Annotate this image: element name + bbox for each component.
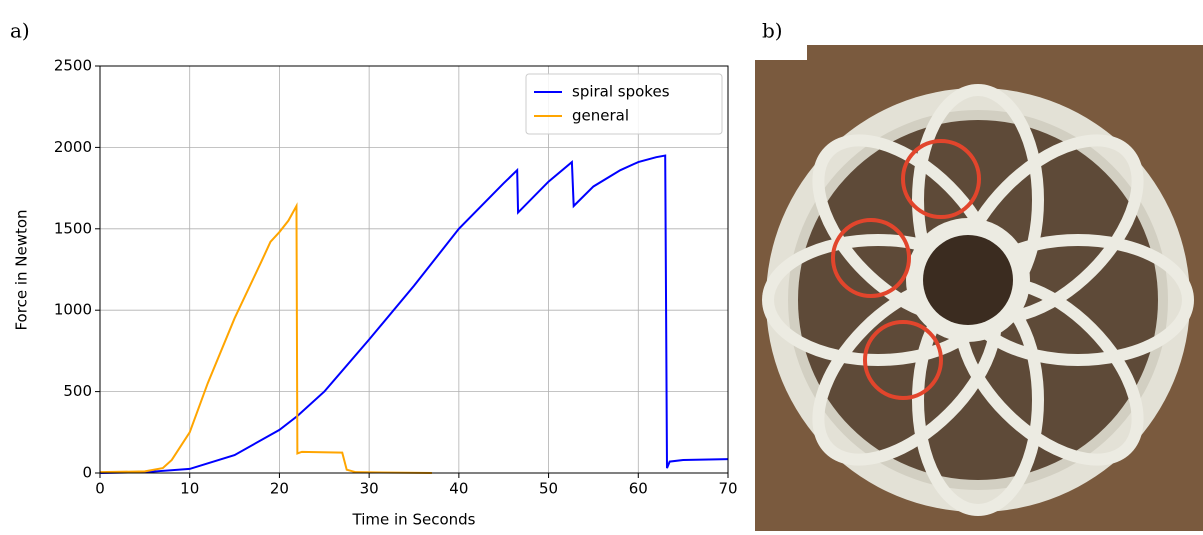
panel-label: a) <box>10 19 30 43</box>
x-tick-label: 40 <box>449 480 468 498</box>
legend-label: spiral spokes <box>572 83 670 101</box>
panel-label: b) <box>762 19 783 43</box>
x-tick-label: 70 <box>718 480 737 498</box>
series-line <box>100 156 728 473</box>
series-line <box>100 206 432 473</box>
legend-label: general <box>572 107 629 125</box>
y-tick-label: 1500 <box>54 219 92 237</box>
legend: spiral spokes general <box>526 74 722 134</box>
y-tick-label: 2500 <box>54 57 92 75</box>
x-tick-label: 0 <box>95 480 105 498</box>
x-tick-label: 50 <box>539 480 558 498</box>
y-tick-label: 500 <box>63 382 92 400</box>
y-tick-label: 0 <box>82 464 92 482</box>
y-tick-label: 2000 <box>54 138 92 156</box>
x-axis-label: Time in Seconds <box>352 511 476 529</box>
y-axis-label: Force in Newton <box>13 209 31 330</box>
x-tick-label: 60 <box>629 480 648 498</box>
photo <box>755 45 1203 531</box>
figure: a) b) Time in Seconds Force in Newton 0 1… <box>0 0 1203 531</box>
x-tick-label: 10 <box>180 480 199 498</box>
x-tick-label: 30 <box>360 480 379 498</box>
y-tick-label: 1000 <box>54 301 92 319</box>
x-tick-label: 20 <box>270 480 289 498</box>
